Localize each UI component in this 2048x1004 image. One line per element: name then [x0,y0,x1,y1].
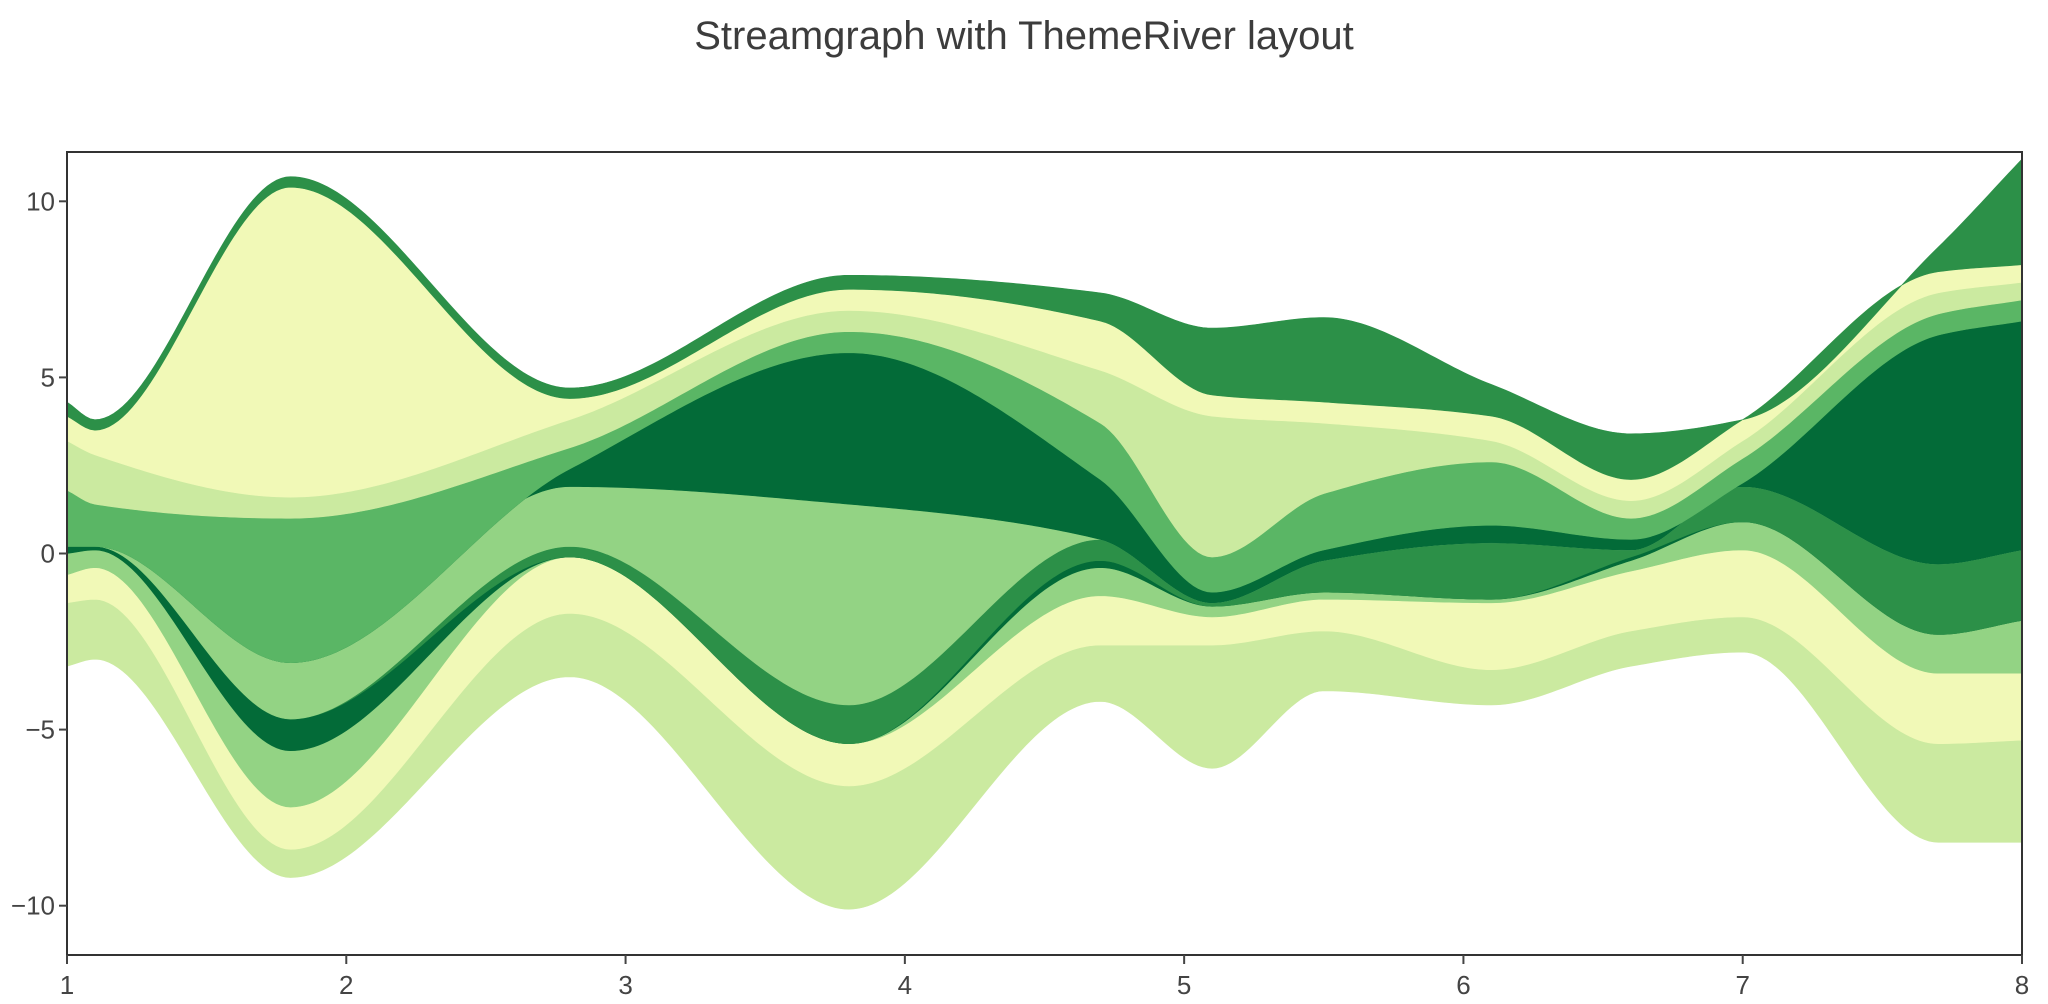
x-axis: 1 2 3 4 5 6 7 8 [60,955,2029,1000]
y-tick-label: 0 [41,539,55,569]
x-tick-label: 8 [2015,970,2029,1000]
x-tick-label: 2 [339,970,353,1000]
x-tick-label: 3 [618,970,632,1000]
x-tick-label: 4 [898,970,912,1000]
y-axis: 10 5 0 −5 −10 [11,186,67,921]
x-tick-label: 7 [1735,970,1749,1000]
chart-title: Streamgraph with ThemeRiver layout [694,14,1354,58]
x-tick-label: 1 [60,970,74,1000]
x-tick-label: 6 [1456,970,1470,1000]
y-tick-label: −5 [25,715,55,745]
stream-layers [67,158,2022,910]
y-tick-label: −10 [11,891,55,921]
y-tick-label: 5 [41,362,55,392]
x-tick-label: 5 [1177,970,1191,1000]
stream-layer-11 [67,158,2022,480]
y-tick-label: 10 [26,186,55,216]
